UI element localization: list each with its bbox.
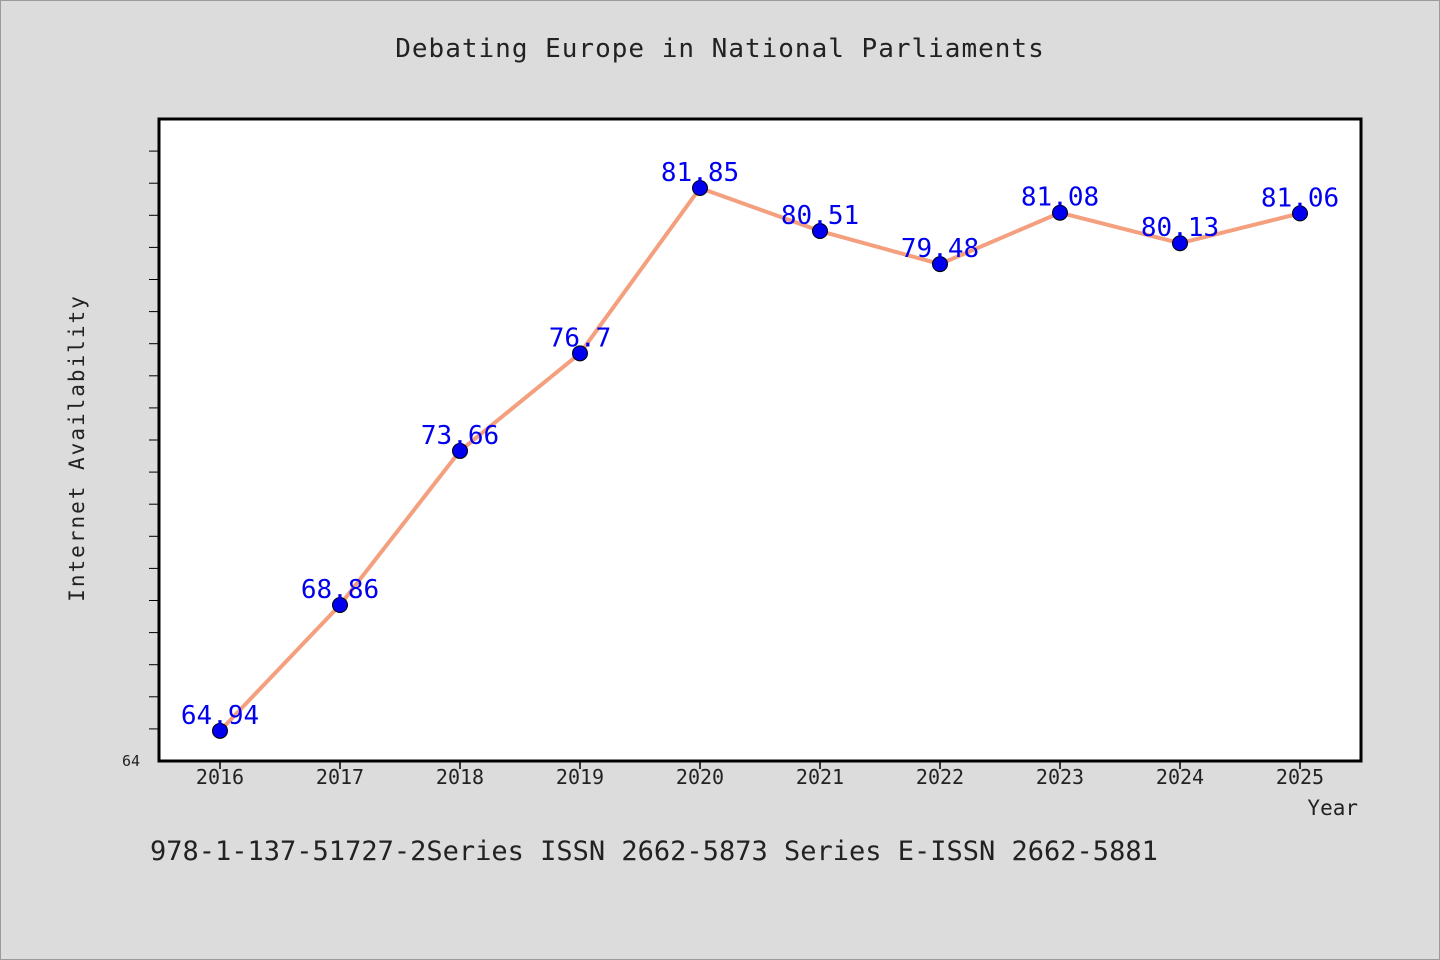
x-tick-label: 2024 xyxy=(1156,765,1204,789)
isbn-caption: 978-1-137-51727-2Series ISSN 2662-5873 S… xyxy=(150,836,1158,867)
x-tick-label: 2016 xyxy=(196,765,244,789)
data-label: 79.48 xyxy=(901,234,979,264)
data-label: 81.85 xyxy=(661,158,739,188)
x-tick-label: 2018 xyxy=(436,765,484,789)
series-line xyxy=(218,186,1301,733)
data-label: 76.7 xyxy=(549,323,612,353)
y-axis-ticks: 64 xyxy=(122,150,159,770)
x-axis-label: Year xyxy=(1307,796,1358,820)
x-tick-label: 2020 xyxy=(676,765,724,789)
data-label: 64.94 xyxy=(181,701,259,731)
data-label: 80.51 xyxy=(781,201,859,231)
data-label: 81.06 xyxy=(1261,183,1339,213)
data-label: 80.13 xyxy=(1141,213,1219,243)
plot-area xyxy=(157,117,1363,763)
data-point xyxy=(572,345,588,362)
data-point xyxy=(452,442,468,459)
data-label: 81.08 xyxy=(1021,183,1099,213)
x-axis-ticks: 2016 2017 2018 2019 2020 2021 2022 2023 2024 2025 xyxy=(196,761,1324,789)
data-point xyxy=(212,722,228,739)
data-point xyxy=(1052,204,1068,221)
y-tick-label: 64 xyxy=(122,752,140,770)
x-tick-label: 2019 xyxy=(556,765,604,789)
data-labels: 64.94 68.86 73.66 76.7 81.85 80.51 79.48 81.08 8… xyxy=(181,158,1339,731)
x-tick-label: 2022 xyxy=(916,765,964,789)
chart-title: Debating Europe in National Parliaments xyxy=(395,34,1045,64)
x-tick-label: 2025 xyxy=(1276,765,1324,789)
data-point xyxy=(332,596,348,613)
data-point xyxy=(932,256,948,273)
data-point xyxy=(692,180,708,197)
x-tick-label: 2021 xyxy=(796,765,844,789)
data-label: 68.86 xyxy=(301,575,379,605)
data-point xyxy=(1292,205,1308,222)
x-tick-label: 2017 xyxy=(316,765,364,789)
data-label: 73.66 xyxy=(421,421,499,451)
x-tick-label: 2023 xyxy=(1036,765,1084,789)
data-point xyxy=(1172,235,1188,252)
series-group xyxy=(212,180,1308,739)
data-point xyxy=(812,223,828,240)
